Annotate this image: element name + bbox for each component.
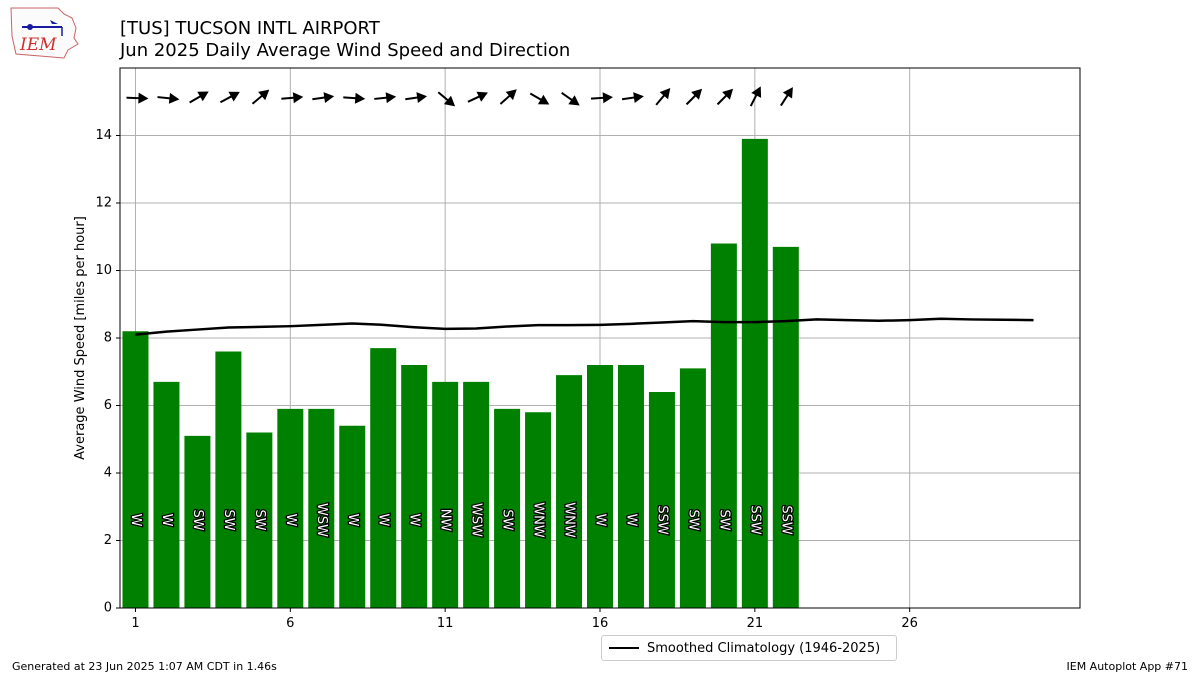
direction-label: SW: [190, 509, 205, 530]
bar: [277, 408, 304, 608]
bar: [772, 246, 799, 608]
wind-arrow: [157, 92, 180, 104]
chart-title: [TUS] TUCSON INTL AIRPORT: [120, 18, 380, 39]
wind-arrow: [780, 87, 793, 107]
bar: [679, 368, 706, 608]
direction-label: SW: [685, 509, 700, 530]
wind-arrow: [189, 91, 209, 104]
y-tick-label: 8: [104, 331, 112, 346]
bar: [525, 412, 552, 608]
direction-label: W: [159, 514, 174, 527]
legend: Smoothed Climatology (1946-2025): [601, 635, 897, 661]
wind-arrow: [499, 89, 517, 105]
direction-label: WNW: [531, 502, 546, 538]
bar: [648, 392, 675, 608]
climatology-line: [135, 317, 1034, 336]
y-tick-label: 0: [104, 601, 112, 616]
x-tick-label: 11: [437, 616, 454, 631]
direction-label: W: [407, 514, 422, 527]
wind-arrow: [343, 92, 366, 104]
bar: [587, 365, 613, 608]
wind-arrow: [251, 89, 270, 105]
direction-label: SSW: [654, 505, 669, 535]
legend-label: Smoothed Climatology (1946-2025): [647, 640, 881, 656]
generated-timestamp: Generated at 23 Jun 2025 1:07 AM CDT in …: [12, 660, 277, 673]
wind-arrow: [281, 92, 304, 104]
direction-label: W: [593, 514, 608, 527]
wind-arrow: [312, 92, 335, 104]
direction-label: SSW: [778, 505, 793, 535]
bar: [556, 375, 583, 608]
direction-label: W: [283, 514, 298, 527]
wind-arrow: [749, 86, 762, 107]
wind-arrow: [621, 92, 644, 104]
direction-label: SW: [500, 509, 515, 530]
wind-arrow: [685, 88, 703, 106]
direction-label: W: [345, 514, 360, 527]
chart-subtitle: Jun 2025 Daily Average Wind Speed and Di…: [120, 40, 571, 61]
bar: [184, 435, 211, 608]
x-tick-label: 26: [901, 616, 918, 631]
app-id: IEM Autoplot App #71: [1066, 660, 1189, 673]
x-tick-label: 6: [286, 616, 294, 631]
direction-label: NW: [438, 509, 453, 532]
y-tick-label: 12: [95, 196, 112, 211]
bar: [122, 331, 149, 608]
wind-arrow: [219, 91, 240, 104]
bar: [741, 138, 768, 608]
bar: [617, 365, 644, 608]
direction-label: WNW: [562, 502, 577, 538]
svg-text:IEM: IEM: [19, 35, 57, 55]
legend-line-swatch: [609, 647, 639, 649]
bar: [308, 408, 335, 608]
direction-label: W: [623, 514, 638, 527]
bar: [401, 365, 428, 608]
bar: [463, 381, 490, 608]
direction-label: SW: [716, 509, 731, 530]
wind-arrow: [716, 88, 734, 106]
y-tick-label: 2: [104, 533, 112, 548]
bar: [432, 381, 459, 608]
x-tick-label: 21: [747, 616, 764, 631]
bar: [246, 432, 273, 608]
y-tick-label: 4: [104, 466, 112, 481]
x-tick-label: 1: [131, 616, 139, 631]
bar: [494, 408, 521, 608]
y-tick-label: 6: [104, 398, 112, 413]
x-tick-label: 16: [592, 616, 609, 631]
wind-arrow: [126, 92, 149, 104]
direction-label: SW: [221, 509, 236, 530]
wind-arrow: [590, 92, 613, 104]
wind-arrow: [655, 88, 671, 106]
wind-arrow: [467, 91, 488, 103]
bar: [153, 381, 180, 608]
wind-arrow: [437, 91, 456, 107]
direction-label: W: [376, 514, 391, 527]
direction-label: SSW: [747, 505, 762, 535]
bar: [339, 425, 366, 608]
wind-arrow: [405, 92, 428, 104]
bar: [370, 348, 397, 608]
wind-arrow: [561, 92, 580, 106]
y-tick-label: 10: [95, 263, 112, 278]
y-tick-label: 14: [95, 128, 112, 143]
bar: [710, 243, 737, 608]
iem-logo: IEM: [10, 7, 79, 59]
wind-arrow: [529, 92, 550, 105]
direction-label: SW: [252, 509, 267, 530]
direction-label: WSW: [314, 503, 329, 537]
y-axis-label: Average Wind Speed [miles per hour]: [73, 216, 88, 460]
direction-label: WSW: [469, 503, 484, 537]
bar: [215, 351, 242, 608]
wind-arrow: [374, 92, 397, 104]
direction-label: W: [128, 514, 143, 527]
